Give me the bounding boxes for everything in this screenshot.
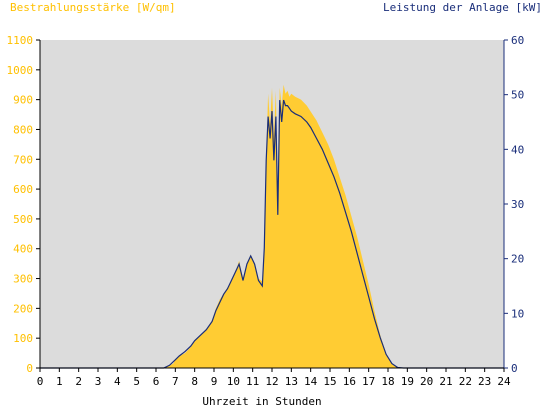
power-line <box>40 99 504 369</box>
y-tick-label-right: 0 <box>511 362 518 375</box>
x-tick-label: 19 <box>401 375 414 388</box>
x-tick-label: 3 <box>95 375 102 388</box>
x-tick-label: 17 <box>362 375 375 388</box>
y-tick-label-left: 0 <box>26 362 33 375</box>
x-tick-label: 20 <box>420 375 433 388</box>
x-tick-label: 6 <box>153 375 160 388</box>
plot-area <box>40 40 504 369</box>
y-tick-label-left: 800 <box>13 123 33 136</box>
x-tick-label: 15 <box>323 375 336 388</box>
y-tick-label-right: 40 <box>511 143 524 156</box>
y-tick-label-right: 60 <box>511 34 524 47</box>
x-tick-label: 1 <box>56 375 63 388</box>
irradiance-area <box>40 84 504 368</box>
x-tick-label: 8 <box>191 375 198 388</box>
y-tick-label-left: 400 <box>13 243 33 256</box>
y-tick-label-left: 1100 <box>7 34 34 47</box>
x-tick-label: 22 <box>459 375 472 388</box>
y-ticks-left: 0 100 200 300 400 500 600 700 800 900 1000 1100 <box>7 34 40 375</box>
x-tick-label: 21 <box>439 375 452 388</box>
x-tick-label: 10 <box>227 375 240 388</box>
x-tick-label: 9 <box>211 375 218 388</box>
y-tick-label-right: 50 <box>511 89 524 102</box>
y-tick-label-right: 30 <box>511 198 524 211</box>
x-tick-label: 7 <box>172 375 179 388</box>
left-axis-title: Bestrahlungsstärke [W/qm] <box>10 1 176 14</box>
x-tick-label: 14 <box>304 375 318 388</box>
y-tick-label-left: 300 <box>13 273 33 286</box>
x-tick-label: 13 <box>285 375 298 388</box>
x-tick-label: 12 <box>265 375 278 388</box>
x-tick-label: 2 <box>75 375 82 388</box>
y-tick-label-left: 100 <box>13 332 33 345</box>
y-tick-label-left: 500 <box>13 213 33 226</box>
x-tick-label: 11 <box>246 375 259 388</box>
x-axis-title: Uhrzeit in Stunden <box>202 395 321 408</box>
y-tick-label-left: 900 <box>13 94 33 107</box>
x-tick-label: 16 <box>343 375 356 388</box>
x-tick-label: 0 <box>37 375 44 388</box>
y-tick-label-right: 20 <box>511 253 524 266</box>
x-tick-label: 18 <box>381 375 394 388</box>
x-tick-label: 24 <box>497 375 511 388</box>
y-tick-label-right: 10 <box>511 307 524 320</box>
y-tick-label-left: 1000 <box>7 64 34 77</box>
x-ticks: 0 1 2 3 4 5 6 7 8 9 10 11 12 13 14 15 16 17 18 19 20 21 22 23 24 <box>37 368 511 388</box>
x-tick-label: 4 <box>114 375 121 388</box>
y-tick-label-left: 600 <box>13 183 33 196</box>
y-tick-label-left: 700 <box>13 153 33 166</box>
y-tick-label-left: 200 <box>13 302 33 315</box>
x-tick-label: 23 <box>478 375 491 388</box>
x-tick-label: 5 <box>133 375 140 388</box>
right-axis-title: Leistung der Anlage [kW] <box>383 1 542 14</box>
y-ticks-right: 0 10 20 30 40 50 60 <box>504 34 524 375</box>
